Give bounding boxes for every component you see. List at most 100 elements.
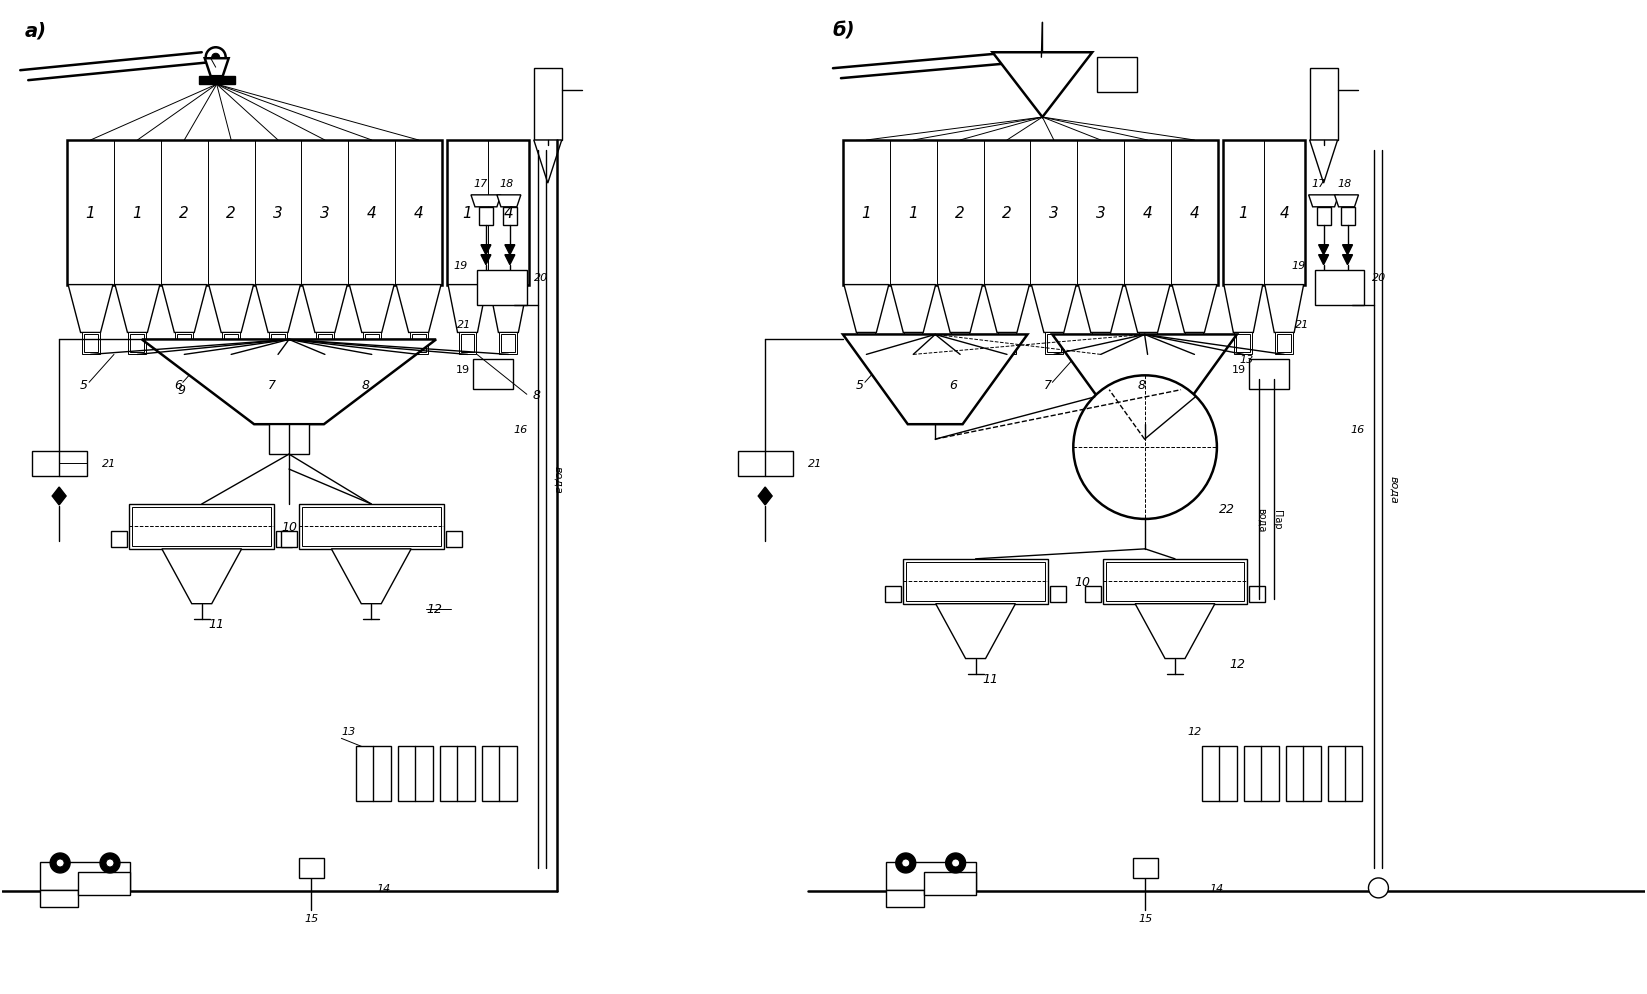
Bar	[998, 333, 1016, 355]
Polygon shape	[161, 550, 242, 604]
Polygon shape	[255, 285, 300, 333]
Bar	[1222, 141, 1304, 285]
Bar	[903, 560, 1047, 604]
Text: 2: 2	[180, 206, 189, 221]
Text: 1: 1	[1239, 206, 1248, 221]
Text: вода: вода	[1257, 507, 1267, 532]
Bar	[461, 335, 474, 353]
Text: 1: 1	[463, 206, 473, 221]
Polygon shape	[1309, 196, 1339, 208]
Text: вода: вода	[553, 465, 563, 493]
Bar	[1186, 333, 1204, 355]
Bar	[128, 333, 147, 355]
Bar	[886, 586, 901, 602]
Polygon shape	[209, 285, 254, 333]
Polygon shape	[1342, 246, 1352, 255]
Circle shape	[896, 853, 916, 873]
Bar	[199, 78, 234, 85]
Polygon shape	[1031, 285, 1075, 333]
Polygon shape	[1224, 285, 1263, 333]
Bar	[364, 335, 379, 353]
Text: 19: 19	[1232, 365, 1245, 375]
Bar	[1187, 335, 1201, 353]
Text: 19: 19	[456, 365, 469, 375]
Text: 21: 21	[456, 320, 471, 330]
Bar	[446, 532, 461, 548]
Bar	[316, 333, 334, 355]
Polygon shape	[935, 604, 1016, 659]
Bar	[1275, 333, 1293, 355]
Bar	[1314, 270, 1364, 305]
Text: 4: 4	[504, 206, 514, 221]
Text: 21: 21	[102, 458, 117, 468]
Bar	[1103, 560, 1247, 604]
Text: 7: 7	[267, 379, 275, 392]
Bar	[300, 858, 324, 878]
Text: 1: 1	[86, 206, 96, 221]
Bar	[412, 335, 425, 353]
Circle shape	[945, 853, 965, 873]
Polygon shape	[1265, 285, 1304, 333]
Bar	[1248, 360, 1288, 390]
Bar	[272, 335, 285, 353]
Text: 17: 17	[474, 179, 488, 189]
Text: 6: 6	[175, 379, 181, 392]
Text: 1: 1	[909, 206, 917, 221]
Polygon shape	[985, 285, 1029, 333]
Text: 16: 16	[514, 424, 527, 434]
Bar	[906, 335, 921, 353]
Polygon shape	[448, 285, 488, 333]
Bar	[1234, 333, 1252, 355]
Text: 15: 15	[1138, 912, 1153, 922]
Bar	[738, 451, 794, 476]
Bar	[84, 335, 97, 353]
Bar	[1286, 746, 1321, 801]
Polygon shape	[53, 487, 66, 506]
Text: 12: 12	[427, 602, 441, 615]
Polygon shape	[1125, 285, 1169, 333]
Bar	[478, 270, 527, 305]
Bar	[1316, 208, 1331, 226]
Polygon shape	[1079, 285, 1123, 333]
Circle shape	[49, 853, 71, 873]
Bar	[483, 746, 517, 801]
Bar	[1243, 746, 1278, 801]
Bar	[954, 335, 967, 353]
Polygon shape	[161, 285, 208, 333]
Text: 1: 1	[861, 206, 871, 221]
Bar	[1097, 59, 1136, 93]
Text: Пар: Пар	[1271, 510, 1281, 529]
Text: 18: 18	[499, 179, 514, 189]
Polygon shape	[1309, 141, 1337, 184]
Text: 1: 1	[132, 206, 142, 221]
Text: 21: 21	[809, 458, 822, 468]
Bar	[1141, 335, 1155, 353]
Text: 10: 10	[282, 521, 296, 534]
Text: 17: 17	[1311, 179, 1326, 189]
Circle shape	[952, 859, 960, 867]
Bar	[924, 872, 975, 895]
Text: 8: 8	[361, 379, 369, 392]
Polygon shape	[142, 340, 436, 424]
Text: 12: 12	[1230, 657, 1245, 670]
Bar	[222, 333, 240, 355]
Polygon shape	[481, 255, 491, 265]
Text: 5: 5	[856, 379, 865, 392]
Polygon shape	[68, 285, 114, 333]
Bar	[130, 505, 273, 550]
Polygon shape	[937, 285, 983, 333]
Circle shape	[100, 853, 120, 873]
Text: 3: 3	[273, 206, 283, 221]
Bar	[1237, 335, 1250, 353]
Bar	[458, 333, 476, 355]
Polygon shape	[471, 196, 501, 208]
Text: 20: 20	[1372, 272, 1385, 282]
Bar	[1047, 335, 1061, 353]
Polygon shape	[1052, 335, 1237, 424]
Bar	[410, 333, 428, 355]
Polygon shape	[506, 246, 516, 255]
Text: 14: 14	[376, 883, 390, 893]
Bar	[1094, 335, 1108, 353]
Polygon shape	[993, 54, 1092, 118]
Bar	[904, 333, 922, 355]
